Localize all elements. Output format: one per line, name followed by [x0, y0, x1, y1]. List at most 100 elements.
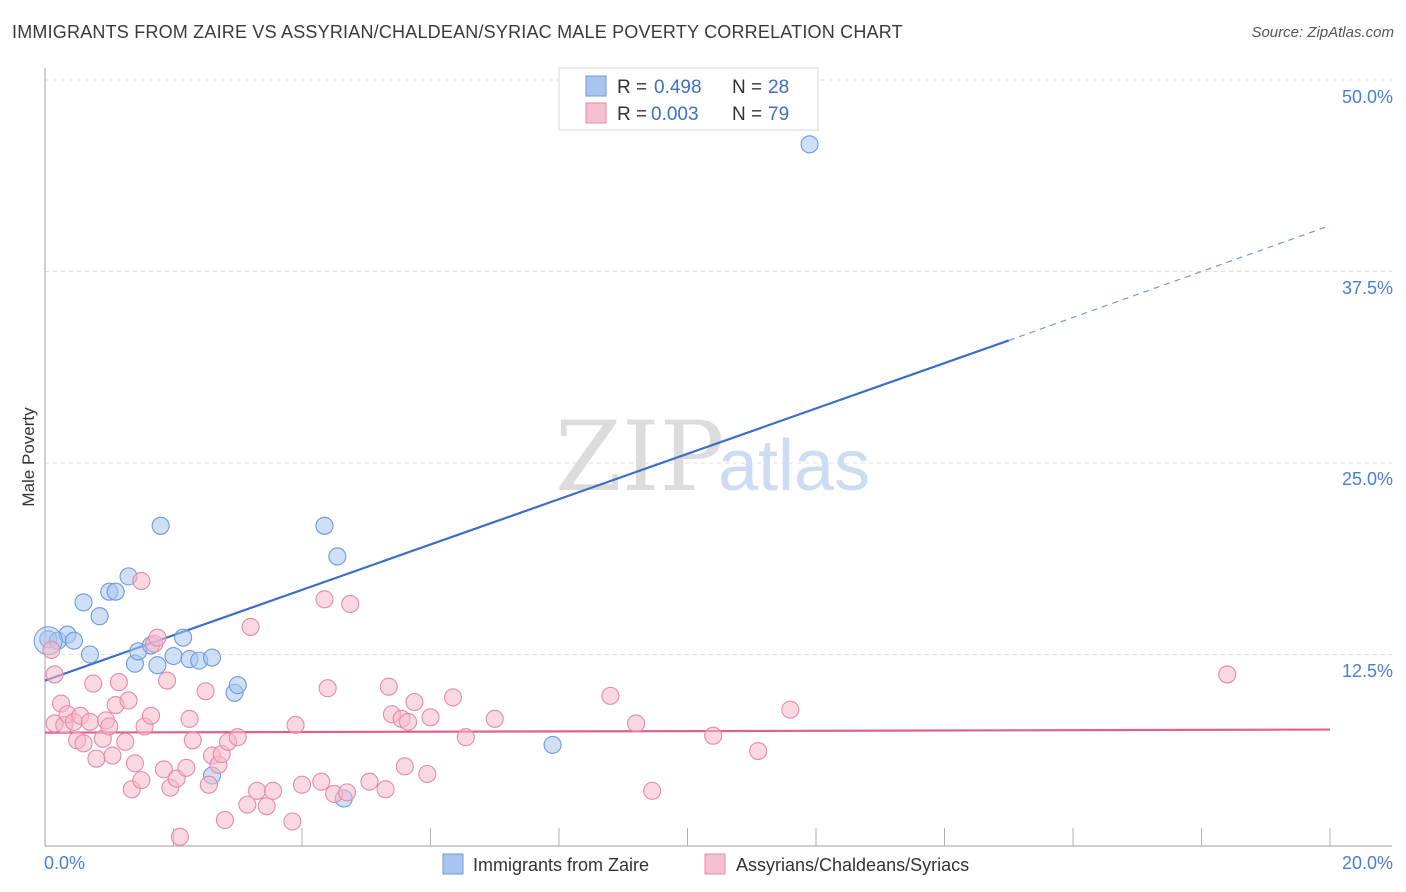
assyrian-point-1	[45, 665, 64, 684]
zaire-point-20	[203, 648, 222, 667]
assyrian-point-64	[395, 757, 414, 776]
trend-line-zaire-extension	[1008, 224, 1331, 342]
assyrian-point-26	[141, 706, 161, 725]
assyrian-point-48	[257, 797, 276, 816]
assyrian-point-67	[418, 764, 437, 784]
assyrian-point-52	[292, 775, 312, 794]
assyrian-point-10	[80, 712, 100, 731]
assyrian-point-0	[42, 640, 61, 659]
assyrian-point-57	[337, 783, 357, 802]
assyrian-point-15	[100, 717, 119, 736]
series-assyrian-points	[42, 571, 1237, 846]
assyrian-point-74	[643, 781, 662, 800]
zaire-point-15	[164, 646, 183, 666]
assyrian-point-33	[170, 827, 189, 846]
zaire-point-13	[148, 656, 167, 675]
assyrian-point-76	[749, 741, 768, 761]
zaire-point-24	[328, 547, 347, 566]
legend-r-value-pink: 0.003	[651, 104, 699, 125]
y-tick-label-12-5: 12.5%	[1342, 661, 1393, 681]
assyrian-point-36	[183, 731, 202, 750]
zaire-point-22	[228, 676, 247, 695]
assyrian-point-54	[315, 590, 334, 609]
assyrian-point-70	[456, 728, 475, 747]
assyrian-point-24	[132, 571, 151, 591]
assyrian-point-53	[312, 772, 331, 791]
legend-n-value-pink: 79	[768, 104, 789, 125]
assyrian-point-45	[238, 795, 257, 814]
assyrian-point-20	[119, 691, 138, 710]
zaire-point-8	[106, 582, 125, 601]
source-label: Source: ZipAtlas.com	[1251, 24, 1394, 41]
y-axis-title: Male Poverty	[19, 407, 38, 507]
series-legend-swatch-assyrian	[704, 853, 726, 875]
assyrian-point-29	[154, 760, 173, 779]
assyrian-point-68	[421, 708, 440, 727]
legend-r-value-blue: 0.498	[654, 77, 702, 98]
zaire-point-16	[174, 628, 193, 647]
x-tick-label-max: 20.0%	[1342, 853, 1393, 873]
legend-swatch-blue	[585, 75, 607, 97]
series-legend-swatch-zaire	[442, 853, 464, 875]
assyrian-point-75	[704, 726, 723, 745]
zaire-point-23	[315, 516, 334, 535]
watermark-zip: ZIP	[555, 401, 724, 513]
legend-r-label-pink: R =	[617, 104, 647, 125]
assyrian-point-65	[398, 712, 418, 731]
zaire-point-27	[800, 135, 819, 154]
zaire-point-4	[74, 593, 93, 612]
y-tick-label-37-5: 37.5%	[1342, 278, 1393, 298]
series-legend: Immigrants from Zaire Assyrians/Chaldean…	[442, 853, 969, 875]
assyrian-point-19	[116, 732, 135, 751]
assyrian-point-71	[485, 709, 504, 728]
legend-n-value-blue: 28	[768, 77, 789, 98]
trend-lines	[44, 224, 1331, 734]
assyrian-point-66	[405, 692, 424, 712]
trend-line-zaire	[44, 339, 1010, 682]
assyrian-point-35	[180, 709, 199, 728]
legend-r-label-blue: R =	[617, 77, 647, 98]
assyrian-point-42	[215, 810, 234, 830]
assyrian-point-77	[781, 700, 800, 719]
x-tick-label-min: 0.0%	[44, 853, 85, 873]
assyrian-point-28	[148, 628, 167, 647]
assyrian-point-49	[264, 781, 283, 800]
assyrian-point-44	[228, 728, 247, 747]
assyrian-point-78	[1218, 665, 1237, 684]
legend-n-label-pink: N =	[732, 104, 762, 125]
assyrian-point-61	[379, 677, 398, 696]
assyrian-point-12	[87, 749, 106, 768]
watermark-atlas: atlas	[718, 426, 870, 506]
x-ticks	[173, 828, 1331, 846]
assyrian-point-30	[158, 671, 177, 690]
assyrian-point-16	[103, 746, 122, 765]
assyrian-point-22	[125, 754, 144, 773]
zaire-point-26	[543, 735, 562, 754]
assyrian-point-55	[318, 679, 337, 698]
zaire-point-6	[90, 607, 109, 626]
zaire-point-5	[80, 645, 100, 664]
assyrian-point-60	[376, 780, 395, 799]
assyrian-point-34	[177, 758, 196, 777]
zaire-point-3	[64, 631, 83, 650]
series-legend-label-zaire: Immigrants from Zaire	[473, 855, 649, 875]
assyrian-point-18	[109, 673, 128, 692]
assyrian-point-23	[132, 771, 151, 790]
chart-title: IMMIGRANTS FROM ZAIRE VS ASSYRIAN/CHALDE…	[12, 22, 903, 42]
legend-swatch-pink	[585, 102, 607, 124]
legend-n-label-blue: N =	[732, 77, 762, 98]
gridlines	[45, 79, 1392, 655]
trend-line-assyrian	[44, 728, 1331, 734]
assyrian-point-9	[74, 734, 93, 753]
assyrian-point-38	[199, 775, 218, 794]
correlation-legend: R = 0.498 N = 28 R = 0.003 N = 79	[558, 67, 819, 131]
series-legend-label-assyrian: Assyrians/Chaldeans/Syriacs	[736, 855, 969, 875]
assyrian-point-51	[286, 715, 305, 735]
y-tick-label-50: 50.0%	[1342, 87, 1393, 107]
assyrian-point-37	[196, 682, 215, 701]
zaire-point-14	[151, 516, 170, 535]
assyrian-point-11	[84, 674, 103, 693]
y-tick-label-25: 25.0%	[1342, 469, 1393, 489]
assyrian-point-72	[601, 686, 620, 705]
